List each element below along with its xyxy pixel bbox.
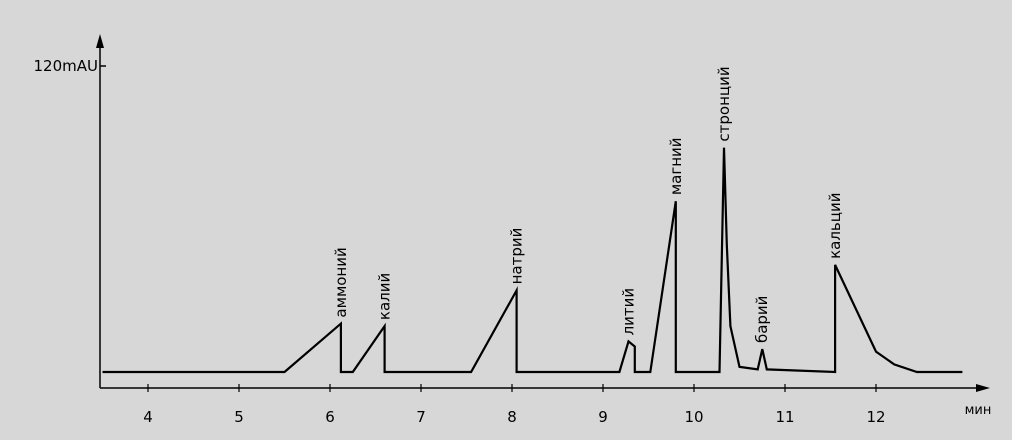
x-tick-label: 9: [598, 408, 608, 426]
peak-label: стронций: [715, 66, 733, 141]
x-tick-label: 4: [143, 408, 153, 426]
peak-label: натрий: [508, 228, 526, 285]
peak-label: барий: [753, 296, 771, 343]
x-tick-label: 5: [234, 408, 244, 426]
x-tick-label: 8: [507, 408, 517, 426]
x-tick-label: 10: [684, 408, 703, 426]
x-tick-label: 7: [416, 408, 426, 426]
peak-label: магний: [667, 137, 685, 195]
peak-label: калий: [376, 273, 394, 320]
axes: 120mAU мин: [34, 34, 992, 418]
x-tick-group: 4 5 6 7 8 9 10 11 12: [143, 384, 886, 426]
x-axis-unit-label: мин: [965, 403, 992, 418]
y-axis-arrow: [96, 34, 104, 48]
chromatogram-trace: [102, 147, 963, 374]
x-tick-label: 6: [325, 408, 335, 426]
y-max-label: 120mAU: [34, 57, 98, 75]
peak-label: литий: [619, 288, 637, 336]
x-tick-label: 11: [775, 408, 794, 426]
x-axis-arrow: [976, 384, 990, 392]
peak-label: аммоний: [332, 247, 350, 317]
x-tick-label: 12: [866, 408, 885, 426]
peak-label-group: аммоний калий натрий литий магний стронций бар…: [332, 66, 844, 343]
peak-label: кальций: [826, 193, 844, 259]
